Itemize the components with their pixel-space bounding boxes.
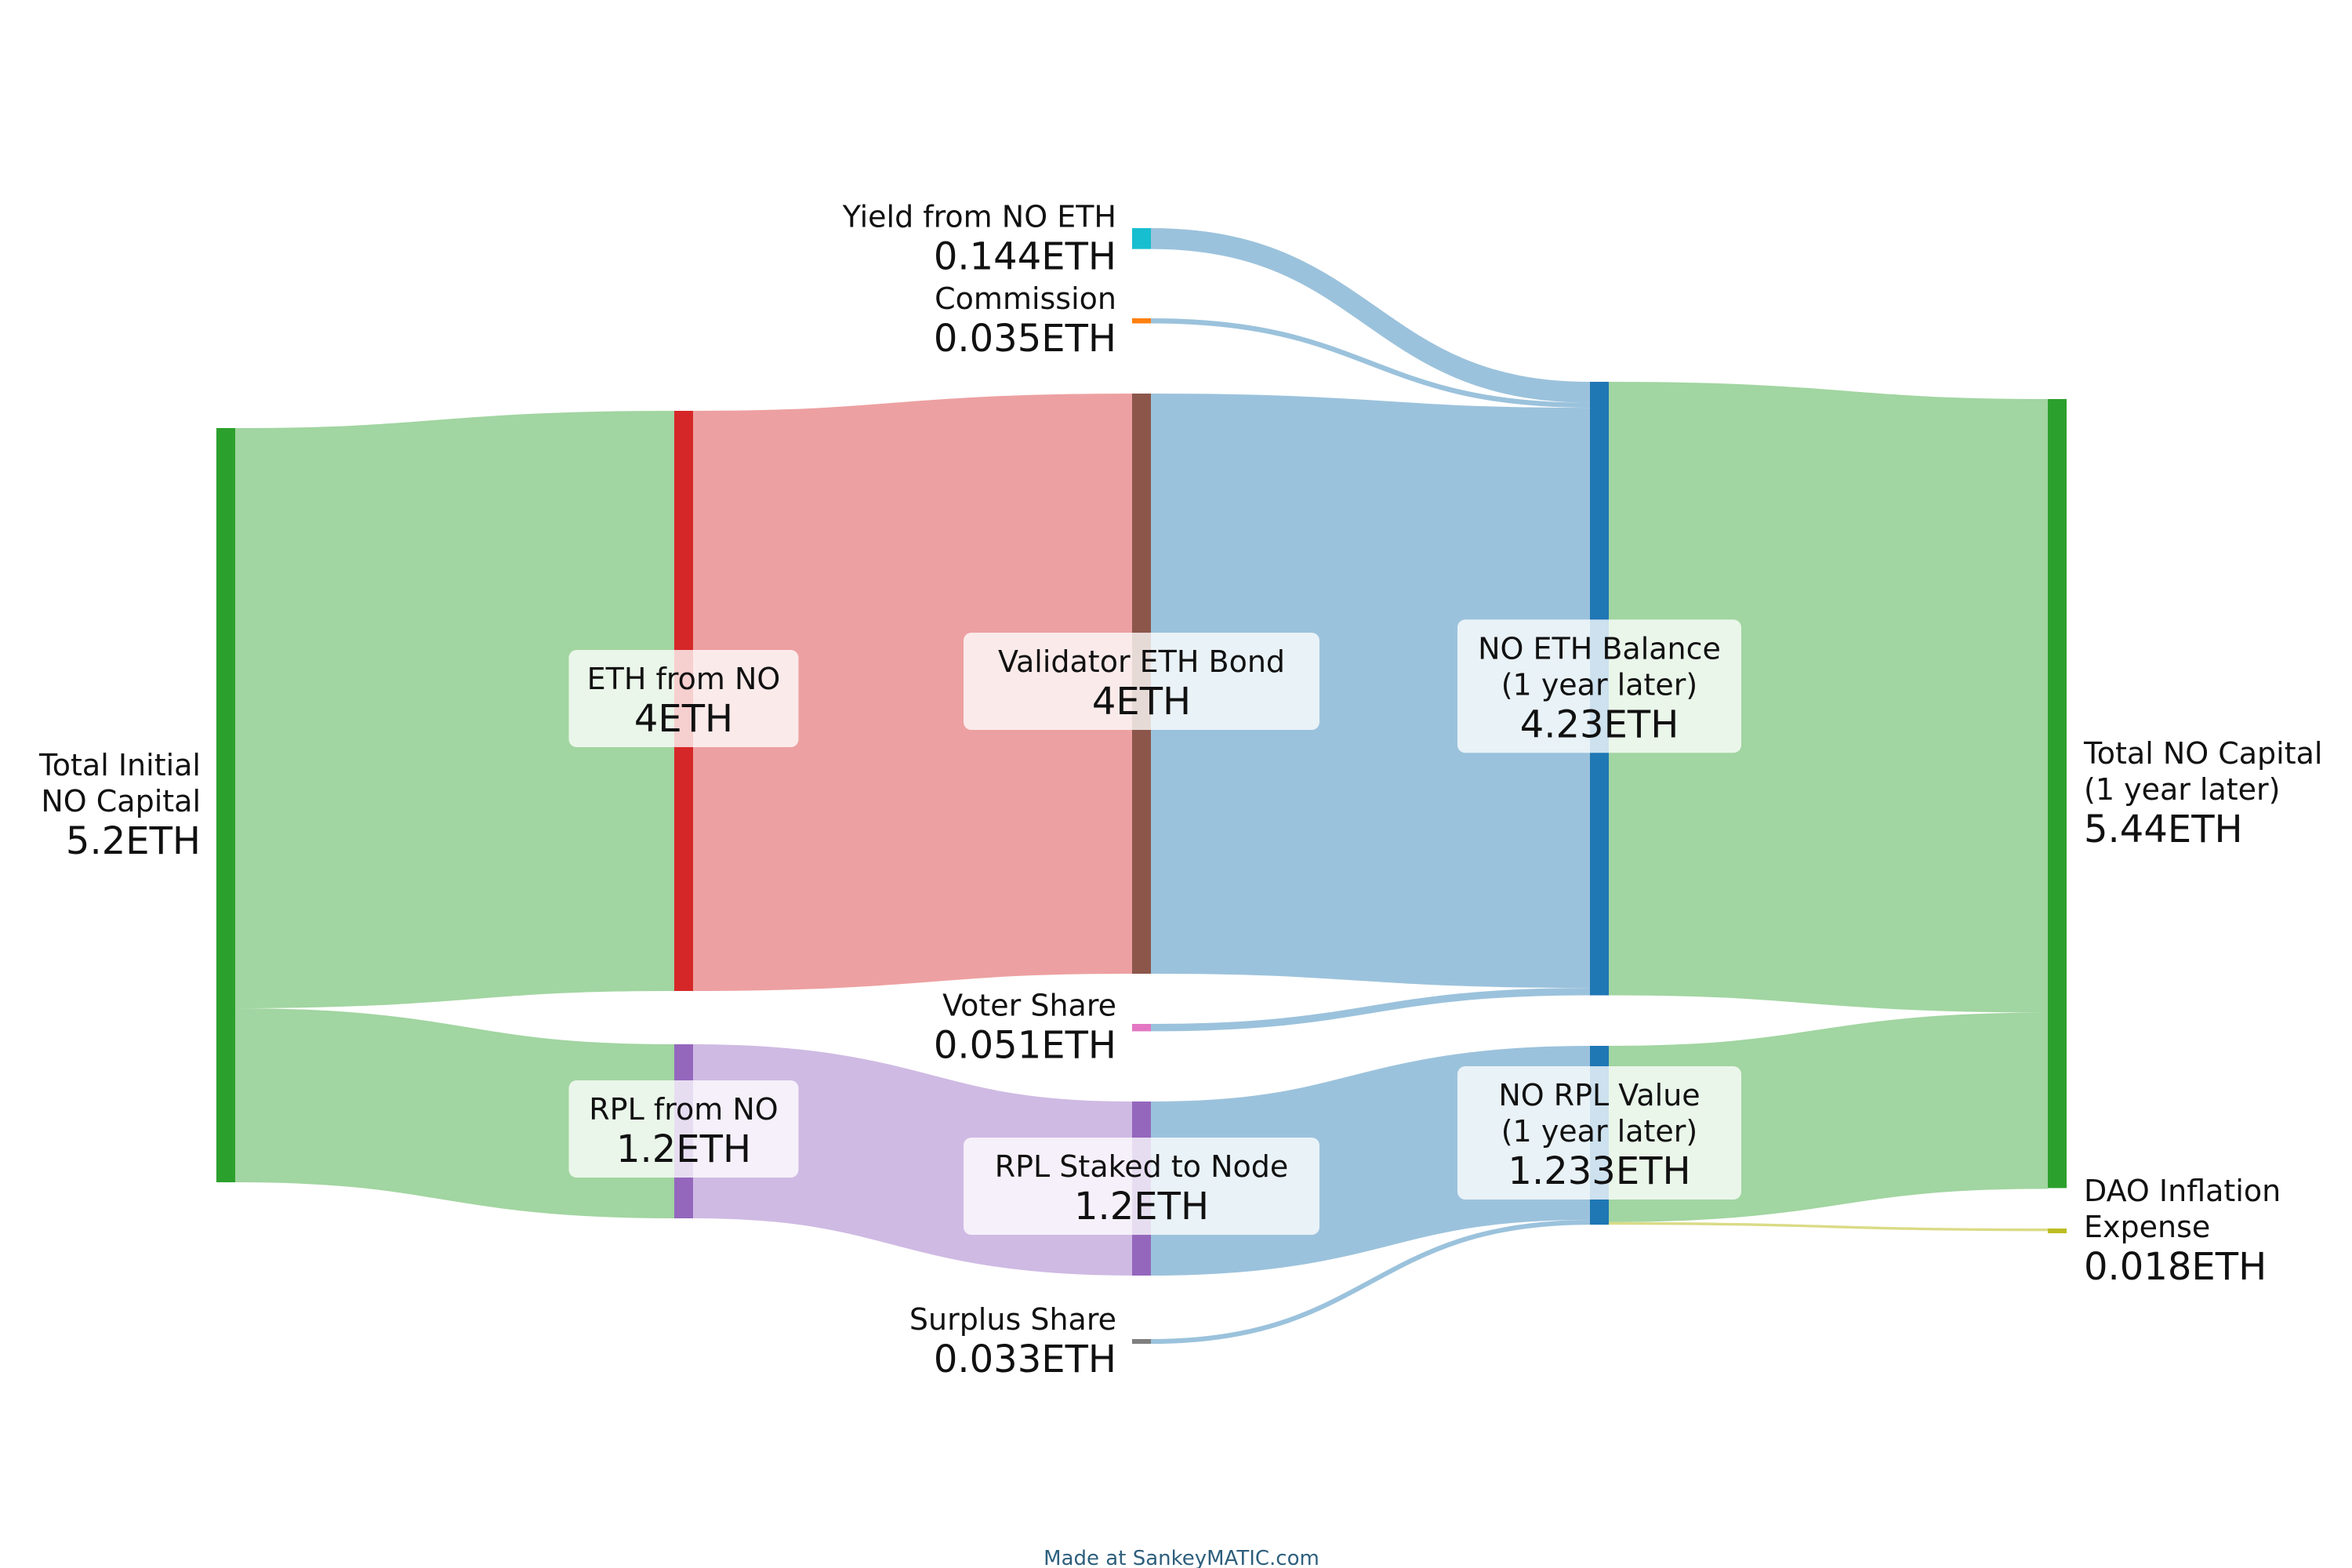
node-bar-voter_share [1132, 1024, 1151, 1032]
flow-yield_from_no_eth-to-no_eth_balance [1150, 228, 1591, 403]
node-name-line: RPL Staked to Node [995, 1149, 1289, 1184]
flow-commission-to-no_eth_balance [1150, 318, 1591, 408]
node-value: 4ETH [1092, 680, 1191, 724]
node-label-no_rpl_value: NO RPL Value(1 year later)1.233ETH [1457, 1066, 1741, 1200]
node-name-line: NO ETH Balance [1478, 631, 1721, 666]
node-name-line: (1 year later) [1501, 667, 1698, 702]
node-name-line: Voter Share [942, 989, 1116, 1023]
node-name-line: Yield from NO ETH [842, 199, 1116, 234]
label-background [964, 633, 1319, 730]
node-label-no_eth_balance: NO ETH Balance(1 year later)4.23ETH [1457, 619, 1741, 753]
node-name-line: Total NO Capital [2083, 736, 2322, 771]
node-bar-surplus_share [1132, 1339, 1151, 1345]
node-value: 1.233ETH [1508, 1149, 1690, 1193]
flow-no_rpl_value-to-dao_inflation_expense [1608, 1221, 2049, 1232]
node-value: 4ETH [634, 697, 733, 741]
node-name-line: Commission [935, 281, 1116, 316]
label-background [568, 1080, 799, 1178]
node-bar-commission [1132, 318, 1151, 324]
label-background [1457, 619, 1741, 753]
node-bar-dao_inflation_expense [2048, 1229, 2067, 1233]
node-name-line: NO RPL Value [1498, 1078, 1700, 1112]
node-name-line: ETH from NO [587, 662, 781, 696]
node-name-line: Total Initial [38, 748, 201, 782]
flow-surplus_share-to-no_rpl_value [1150, 1219, 1591, 1345]
node-label-rpl_from_no: RPL from NO1.2ETH [568, 1080, 799, 1178]
credit-text: Made at SankeyMATIC.com [1044, 1547, 1319, 1568]
node-name-line: NO Capital [41, 784, 201, 818]
node-value: 5.2ETH [66, 819, 201, 863]
label-background [568, 650, 799, 747]
node-bar-total_no_capital [2048, 399, 2067, 1189]
node-name-line: RPL from NO [589, 1092, 778, 1127]
node-name-line: Validator ETH Bond [998, 644, 1285, 679]
node-value: 1.2ETH [616, 1127, 751, 1171]
node-name-line: (1 year later) [1501, 1114, 1698, 1149]
node-name-line: DAO Inflation [2084, 1174, 2281, 1208]
node-value: 0.035ETH [934, 317, 1116, 361]
node-value: 0.033ETH [934, 1338, 1116, 1381]
node-name-line: (1 year later) [2084, 772, 2281, 807]
node-bar-total_initial [216, 428, 235, 1182]
node-value: 0.018ETH [2084, 1245, 2267, 1289]
node-value: 4.23ETH [1520, 702, 1679, 746]
node-name-line: Surplus Share [909, 1302, 1116, 1337]
node-value: 0.051ETH [934, 1024, 1116, 1068]
flow-voter_share-to-no_eth_balance [1150, 988, 1591, 1032]
label-background [964, 1138, 1319, 1235]
node-value: 0.144ETH [934, 234, 1116, 278]
label-background [1457, 1066, 1741, 1200]
node-name-line: Expense [2084, 1210, 2210, 1244]
node-value: 5.44ETH [2084, 808, 2243, 851]
node-value: 1.2ETH [1074, 1185, 1209, 1229]
node-bar-yield_from_no_eth [1132, 228, 1151, 249]
node-label-total_no_capital: Total NO Capital(1 year later)5.44ETH [2083, 736, 2322, 851]
